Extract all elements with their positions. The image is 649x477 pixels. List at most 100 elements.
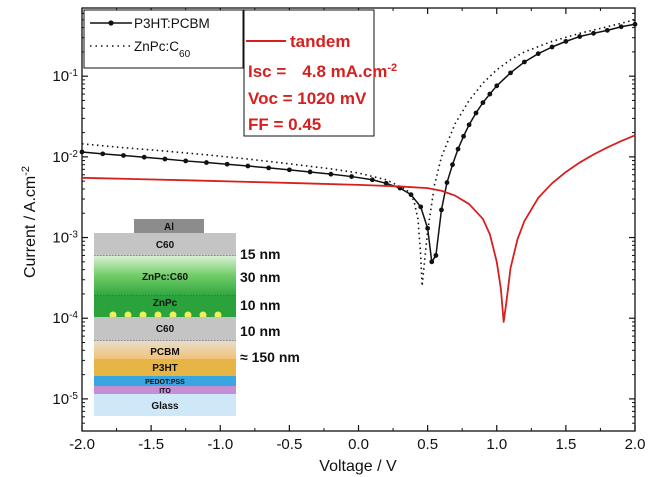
x-tick-label: 0.0 xyxy=(348,436,369,453)
data-point xyxy=(473,110,479,116)
layer-znpc-c60 xyxy=(94,256,236,296)
y-tick-label: 10-4 xyxy=(52,310,78,328)
layer-c60-top-label: C60 xyxy=(156,240,175,251)
data-point xyxy=(162,156,168,162)
data-point xyxy=(461,133,466,139)
layer-glass xyxy=(94,394,236,416)
layer-p3ht-label: P3HT xyxy=(152,363,178,374)
thickness-znpc: 10 nm xyxy=(240,297,280,313)
recombination-dot xyxy=(139,311,147,319)
thickness-c60-lower: 10 nm xyxy=(240,323,280,339)
y-axis-label-sup: -2 xyxy=(20,166,32,176)
data-point xyxy=(141,154,147,160)
data-point xyxy=(591,30,596,36)
data-point xyxy=(121,153,126,158)
recombination-dot xyxy=(199,311,207,319)
data-point xyxy=(522,59,527,65)
data-point xyxy=(79,149,85,155)
legend-p3ht-label: P3HT:PCBM xyxy=(134,16,210,31)
axis-ticks: -2.0 -1.5 -1.0 -0.5 0.0 0.5 1.0 1.5 2.0 10-5 10-4 1… xyxy=(52,8,645,453)
data-point xyxy=(266,165,272,171)
y-tick-label: 10-3 xyxy=(52,229,78,247)
data-point xyxy=(425,225,431,231)
layer-c60-top xyxy=(94,233,236,256)
data-point xyxy=(328,171,334,177)
legend-znpc-sub: 60 xyxy=(179,49,191,60)
data-point xyxy=(383,180,389,186)
legend-znpc-main: ZnPc:C xyxy=(134,39,179,54)
data-point xyxy=(632,21,638,27)
data-point xyxy=(563,38,569,44)
recombination-dots xyxy=(109,311,222,319)
layer-pedot-label: PEDOT:PSS xyxy=(145,379,185,386)
data-point xyxy=(549,44,555,50)
x-tick-label: -1.5 xyxy=(138,436,164,453)
layer-pcbm-label: PCBM xyxy=(150,347,179,358)
thickness-c60-top: 15 nm xyxy=(240,246,280,262)
layer-p3ht xyxy=(94,359,236,376)
tandem-isc-value: 4.8 mA.cm xyxy=(302,62,387,81)
data-point xyxy=(369,177,375,183)
data-point xyxy=(466,122,472,128)
data-point xyxy=(455,146,461,152)
x-axis-label: Voltage / V xyxy=(319,458,397,475)
data-point xyxy=(444,180,450,185)
data-point xyxy=(450,162,455,168)
series-layer xyxy=(79,19,638,323)
series-line-tandem xyxy=(81,134,636,323)
x-tick-label: -0.5 xyxy=(276,436,302,453)
tandem-title: tandem xyxy=(290,32,350,51)
series-line-znpc-c60 xyxy=(81,19,636,287)
device-stack-inset: Al C60 ZnPc:C60 ZnPc C60 PCBM P3HT xyxy=(94,219,300,416)
data-point xyxy=(439,207,444,213)
x-tick-label: -1.0 xyxy=(207,436,233,453)
layer-al xyxy=(134,219,204,233)
layer-c60-lower xyxy=(94,317,236,341)
recombination-dot xyxy=(109,311,117,319)
data-point xyxy=(604,27,610,33)
tandem-voc: Voc = 1020 mV xyxy=(248,89,367,108)
tandem-box: tandem Isc = 4.8 mA.cm-2 Voc = 1020 mV FF… xyxy=(243,9,397,137)
layer-pcbm xyxy=(94,341,236,359)
layer-glass-label: Glass xyxy=(151,401,179,412)
data-point xyxy=(508,70,513,76)
legend: P3HT:PCBM ZnPc:C60 xyxy=(83,9,244,69)
x-tick-label: -2.0 xyxy=(69,436,95,453)
data-point xyxy=(286,167,292,173)
tandem-isc: Isc = 4.8 mA.cm-2 xyxy=(248,62,397,81)
recombination-dot xyxy=(169,311,177,319)
y-tick-label: 10-5 xyxy=(52,390,78,408)
data-point xyxy=(618,24,624,30)
data-point xyxy=(433,253,439,258)
legend-p3ht-marker xyxy=(108,20,114,26)
data-point xyxy=(418,204,424,210)
data-point xyxy=(349,174,354,179)
tandem-isc-label: Isc = xyxy=(248,62,286,81)
tandem-box-frame xyxy=(243,9,375,137)
data-point xyxy=(224,161,230,167)
data-point xyxy=(487,91,493,97)
recombination-dot xyxy=(124,311,132,319)
layer-ito xyxy=(94,386,236,394)
layer-znpc-label: ZnPc xyxy=(153,298,178,309)
data-point xyxy=(307,169,313,175)
data-point xyxy=(535,51,541,57)
layer-ito-label: ITO xyxy=(159,388,171,395)
y-tick-label: 10-2 xyxy=(52,148,78,166)
recombination-dot xyxy=(214,311,222,319)
x-tick-label: 1.5 xyxy=(555,436,576,453)
layer-al-label: Al xyxy=(164,222,174,233)
x-tick-label: 1.0 xyxy=(486,436,507,453)
x-tick-label: 2.0 xyxy=(625,436,646,453)
tandem-ff: FF = 0.45 xyxy=(248,115,321,134)
thickness-active: ≈ 150 nm xyxy=(240,349,300,365)
data-point xyxy=(480,100,486,106)
data-point xyxy=(429,259,435,265)
data-point xyxy=(494,83,500,89)
data-point xyxy=(100,151,106,157)
layer-znpc-c60-label: ZnPc:C60 xyxy=(142,272,189,283)
layer-pedot xyxy=(94,376,236,386)
tandem-isc-sup: -2 xyxy=(387,62,397,74)
legend-znpc-label: ZnPc:C60 xyxy=(134,39,191,60)
